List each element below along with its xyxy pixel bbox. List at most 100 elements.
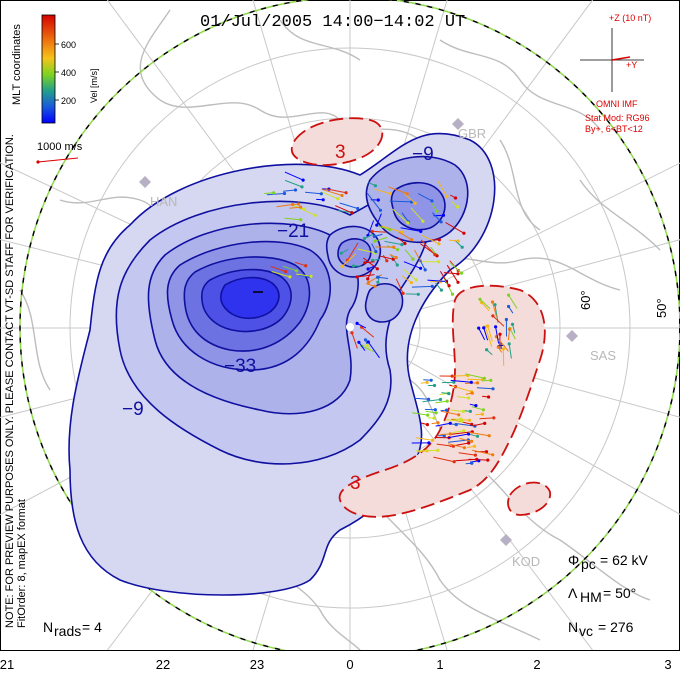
vector-180 bbox=[469, 403, 477, 407]
fit-order-note: FitOrder: 8, mapEX format bbox=[16, 499, 28, 628]
vector-58 bbox=[436, 179, 448, 197]
vector-28 bbox=[382, 254, 388, 261]
vector-75 bbox=[377, 275, 381, 283]
svg-text:= 50°: = 50° bbox=[603, 585, 636, 601]
vector-109 bbox=[486, 349, 493, 356]
velocity-vectors bbox=[264, 171, 518, 465]
mlt-tick-1: 1 bbox=[436, 657, 443, 672]
svg-text:N: N bbox=[43, 619, 53, 635]
chart-title: 01/Jul/2005 14:00−14:02 UT bbox=[200, 13, 465, 32]
vector-46 bbox=[366, 192, 381, 211]
vector-112 bbox=[497, 346, 503, 353]
vector-141 bbox=[423, 379, 432, 381]
vector-181 bbox=[465, 462, 472, 465]
vector-161 bbox=[415, 437, 433, 441]
vector-148 bbox=[440, 410, 459, 416]
vector-195 bbox=[366, 344, 373, 352]
contour-label-9: −9 bbox=[122, 399, 144, 420]
vector-184 bbox=[441, 392, 449, 395]
vector-81 bbox=[339, 202, 358, 209]
vector-102 bbox=[509, 328, 516, 340]
vector-160 bbox=[447, 433, 469, 439]
vector-100 bbox=[487, 325, 493, 342]
imf-model-line-1: OMNI IMF bbox=[596, 99, 638, 109]
mlt-axis: 21 22 23 0 1 2 3 bbox=[0, 657, 672, 672]
param-nrads: N rads = 4 bbox=[43, 619, 102, 639]
contour-label-33: −33 bbox=[224, 356, 256, 377]
contour-label-3-top: 3 bbox=[335, 142, 346, 163]
vector-175 bbox=[420, 381, 428, 384]
svg-text:rads: rads bbox=[54, 623, 81, 639]
vector-65 bbox=[367, 220, 375, 236]
vector-99 bbox=[484, 326, 493, 347]
vector-55 bbox=[445, 222, 465, 234]
vector-90 bbox=[299, 207, 316, 216]
vector-11 bbox=[378, 225, 391, 231]
station-markers bbox=[139, 118, 578, 546]
vector-169 bbox=[459, 438, 472, 442]
colorbar-tick-200: 200 bbox=[61, 96, 76, 106]
vector-32 bbox=[432, 212, 442, 223]
mlt-tick-22: 22 bbox=[156, 657, 170, 672]
vector-31 bbox=[401, 275, 412, 284]
station-marker-gbr bbox=[452, 118, 464, 130]
colorbar-label: Vel [m/s] bbox=[89, 68, 99, 103]
param-lambda: Λ HM = 50° bbox=[568, 585, 636, 605]
contour-label-3-bottom: 3 bbox=[350, 473, 361, 494]
svg-text:vc: vc bbox=[579, 623, 593, 639]
vector-36 bbox=[404, 193, 416, 204]
station-marker-han bbox=[139, 176, 151, 188]
vector-59 bbox=[421, 234, 440, 245]
vector-182 bbox=[412, 412, 428, 416]
vector-97 bbox=[282, 265, 297, 272]
imf-model-line-3: By+, 6<BT<12 bbox=[585, 124, 643, 134]
vector-170 bbox=[435, 422, 451, 427]
vector-116 bbox=[507, 329, 510, 341]
vector-125 bbox=[422, 399, 441, 403]
vector-178 bbox=[452, 430, 464, 434]
vector-7 bbox=[381, 225, 402, 233]
contour-label-top: −9 bbox=[412, 144, 434, 165]
station-label-han: HAN bbox=[150, 194, 177, 209]
vector-45 bbox=[404, 249, 414, 260]
vector-12 bbox=[397, 237, 406, 244]
colorbar bbox=[41, 14, 56, 124]
vector-16 bbox=[427, 279, 447, 282]
vector-93 bbox=[271, 271, 291, 278]
contour-label-21: −21 bbox=[277, 221, 309, 242]
vector-143 bbox=[468, 433, 478, 437]
vector-22 bbox=[431, 202, 438, 212]
svg-text:N: N bbox=[568, 619, 578, 635]
vector-104 bbox=[478, 327, 486, 341]
preview-note: NOTE: FOR PREVIEW PURPOSES ONLY. PLEASE … bbox=[4, 134, 16, 628]
mlt-tick-23: 23 bbox=[250, 657, 264, 672]
svg-text:= 276: = 276 bbox=[598, 619, 634, 635]
svg-text:HM: HM bbox=[580, 589, 602, 605]
vector-128 bbox=[479, 417, 494, 420]
vector-111 bbox=[496, 336, 509, 352]
vector-137 bbox=[475, 413, 483, 416]
vector-54 bbox=[420, 239, 436, 255]
vector-168 bbox=[473, 422, 485, 427]
vector-68 bbox=[367, 265, 376, 270]
vector-74 bbox=[374, 233, 383, 237]
station-label-kod: KOD bbox=[512, 554, 540, 569]
vector-71 bbox=[341, 253, 357, 267]
station-label-gbr: GBR bbox=[458, 126, 486, 141]
vector-86 bbox=[325, 188, 347, 194]
vector-199 bbox=[276, 204, 293, 208]
vector-50 bbox=[368, 182, 376, 187]
vector-139 bbox=[458, 452, 476, 456]
vector-188 bbox=[433, 456, 455, 463]
vector-38 bbox=[384, 240, 402, 246]
vector-200 bbox=[266, 193, 285, 196]
mlt-tick-3: 3 bbox=[664, 657, 671, 672]
vector-129 bbox=[466, 445, 475, 449]
hm-boundary bbox=[19, 0, 680, 650]
vector-135 bbox=[415, 449, 438, 452]
vector-57 bbox=[435, 282, 442, 291]
vector-95 bbox=[270, 265, 286, 273]
vector-47 bbox=[448, 239, 459, 242]
vector-157 bbox=[452, 385, 472, 393]
